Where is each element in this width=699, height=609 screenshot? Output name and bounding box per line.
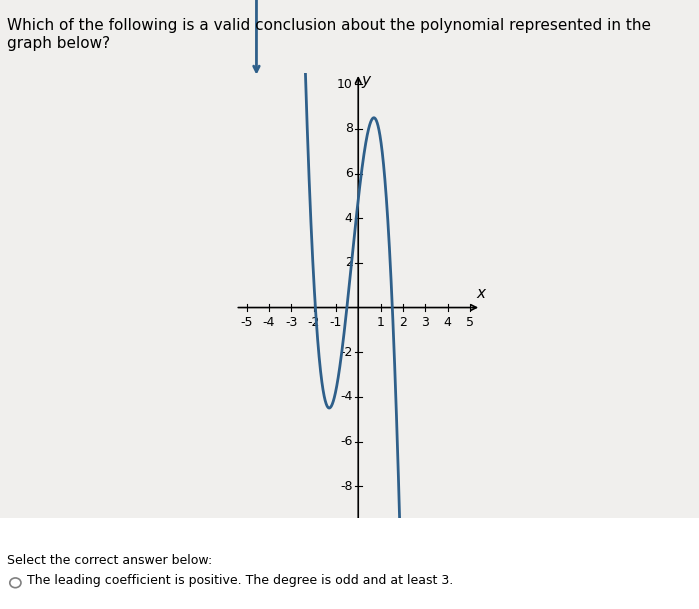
Text: 4: 4 [444, 317, 452, 329]
Text: 8: 8 [345, 122, 353, 135]
Text: 10: 10 [337, 78, 353, 91]
Text: -6: -6 [340, 435, 353, 448]
Text: -5: -5 [240, 317, 253, 329]
Text: 1: 1 [377, 317, 384, 329]
Text: The leading coefficient is positive. The degree is odd and at least 3.: The leading coefficient is positive. The… [27, 574, 453, 587]
Text: 2: 2 [345, 256, 353, 269]
Text: -2: -2 [308, 317, 319, 329]
Text: -2: -2 [340, 346, 353, 359]
Text: 2: 2 [399, 317, 407, 329]
Text: -4: -4 [340, 390, 353, 403]
Text: Select the correct answer below:: Select the correct answer below: [7, 554, 212, 567]
Text: 3: 3 [421, 317, 429, 329]
Text: 6: 6 [345, 167, 353, 180]
Text: -4: -4 [263, 317, 275, 329]
Text: -3: -3 [285, 317, 298, 329]
Text: x: x [477, 286, 486, 301]
Text: -1: -1 [330, 317, 342, 329]
Text: y: y [361, 73, 370, 88]
Text: -8: -8 [340, 480, 353, 493]
Text: 5: 5 [466, 317, 474, 329]
Text: Which of the following is a valid conclusion about the polynomial represented in: Which of the following is a valid conclu… [7, 18, 651, 51]
Text: -10: -10 [332, 524, 353, 537]
Text: 4: 4 [345, 212, 353, 225]
